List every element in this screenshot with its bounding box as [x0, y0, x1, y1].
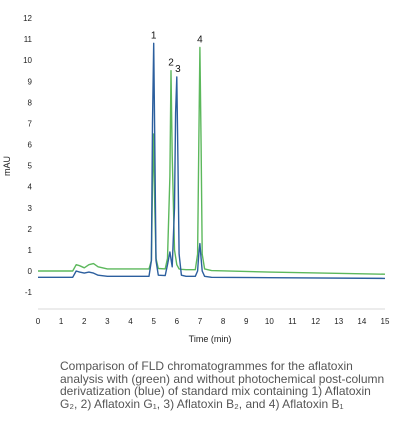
y-tick-label: 4 — [28, 183, 33, 192]
y-tick-label: 2 — [28, 225, 33, 234]
x-tick-label: 2 — [82, 317, 87, 326]
y-tick-label: 10 — [23, 56, 32, 65]
y-tick-label: 0 — [28, 267, 33, 276]
x-tick-label: 11 — [288, 317, 297, 326]
y-tick-label: 12 — [23, 14, 32, 23]
y-tick-label: 11 — [24, 35, 33, 44]
y-tick-label: 9 — [28, 77, 33, 86]
x-tick-labels: 0 1 2 3 4 5 6 7 8 9 10 11 12 13 14 15 — [36, 317, 390, 326]
figure-caption: Comparison of FLD chromatogrammes for th… — [60, 359, 385, 411]
x-tick-label: 4 — [128, 317, 133, 326]
peak-label: 3 — [175, 64, 181, 75]
x-tick-label: 15 — [381, 317, 390, 326]
peak-label: 2 — [168, 58, 174, 69]
x-axis-label: Time (min) — [189, 334, 232, 344]
x-tick-label: 3 — [105, 317, 110, 326]
peak-label: 1 — [151, 30, 157, 41]
x-tick-label: 12 — [311, 317, 320, 326]
x-tick-label: 1 — [59, 317, 64, 326]
series-line-1 — [38, 42, 386, 280]
y-tick-label: 7 — [28, 119, 33, 128]
y-axis-label: mAU — [2, 156, 12, 176]
x-tick-label: 14 — [357, 317, 366, 326]
x-tick-label: 5 — [151, 317, 156, 326]
x-tick-label: 6 — [175, 317, 180, 326]
series-group — [38, 42, 386, 280]
x-tick-label: 13 — [334, 317, 343, 326]
x-tick-label: 10 — [265, 317, 274, 326]
x-tick-label: 8 — [221, 317, 226, 326]
peak-labels: 1 23 4 — [151, 30, 203, 75]
y-tick-label: 8 — [28, 98, 33, 107]
y-tick-label: 1 — [28, 246, 33, 255]
y-tick-label: 6 — [28, 141, 33, 150]
series-line-0 — [38, 46, 386, 275]
x-tick-label: 7 — [198, 317, 203, 326]
x-tick-label: 0 — [36, 317, 41, 326]
y-tick-label: 3 — [28, 204, 33, 213]
y-tick-label: 5 — [28, 162, 33, 171]
y-tick-label: -1 — [25, 288, 33, 297]
peak-label: 4 — [197, 35, 203, 46]
x-tick-label: 9 — [244, 317, 249, 326]
